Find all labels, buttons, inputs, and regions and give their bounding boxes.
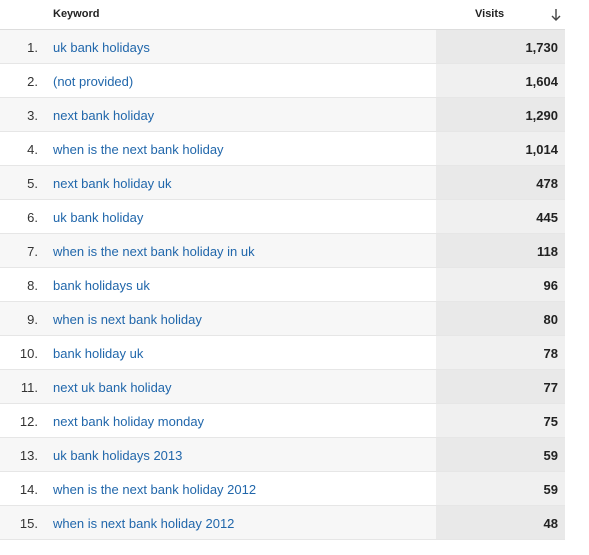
row-index: 9. xyxy=(27,312,38,327)
row-index: 2. xyxy=(27,74,38,89)
visits-cell xyxy=(436,98,565,131)
keyword-link[interactable]: (not provided) xyxy=(53,74,134,89)
row-index: 7. xyxy=(27,244,38,259)
table-row: 1. uk bank holidays 1,730 xyxy=(0,30,565,64)
table-row: 3. next bank holiday 1,290 xyxy=(0,98,565,132)
keyword-link[interactable]: uk bank holidays xyxy=(53,40,150,55)
visits-cell xyxy=(436,438,565,471)
table-row: 14. when is the next bank holiday 2012 59 xyxy=(0,472,565,506)
row-index: 4. xyxy=(27,142,38,157)
keyword-link[interactable]: uk bank holiday xyxy=(53,210,144,225)
visits-value: 96 xyxy=(543,278,558,293)
row-index: 12. xyxy=(19,414,38,429)
visits-value: 118 xyxy=(537,244,558,259)
visits-value: 77 xyxy=(543,380,558,395)
table-row: 4. when is the next bank holiday 1,014 xyxy=(0,132,565,166)
keyword-link[interactable]: when is next bank holiday 2012 xyxy=(53,516,235,531)
keyword-link[interactable]: bank holiday uk xyxy=(53,346,144,361)
keyword-link[interactable]: uk bank holidays 2013 xyxy=(53,448,183,463)
table-row: 9. when is next bank holiday 80 xyxy=(0,302,565,336)
table-row: 5. next bank holiday uk 478 xyxy=(0,166,565,200)
visits-cell xyxy=(436,234,565,267)
visits-value: 59 xyxy=(543,482,558,497)
row-index: 6. xyxy=(27,210,38,225)
table-row: 15. when is next bank holiday 2012 48 xyxy=(0,506,565,540)
row-index: 3. xyxy=(27,108,38,123)
visits-value: 1,290 xyxy=(525,108,558,123)
keyword-link[interactable]: when is the next bank holiday xyxy=(53,142,224,157)
visits-value: 75 xyxy=(543,414,558,429)
visits-cell xyxy=(436,472,565,505)
table-row: 11. next uk bank holiday 77 xyxy=(0,370,565,404)
table-row: 8. bank holidays uk 96 xyxy=(0,268,565,302)
table-row: 12. next bank holiday monday 75 xyxy=(0,404,565,438)
visits-cell xyxy=(436,336,565,369)
visits-header[interactable]: Visits xyxy=(475,8,505,20)
visits-value: 445 xyxy=(536,210,558,225)
table-header: Keyword Visits xyxy=(0,0,565,30)
table-row: 10. bank holiday uk 78 xyxy=(0,336,565,370)
table-row: 6. uk bank holiday 445 xyxy=(0,200,565,234)
row-index: 14. xyxy=(19,482,38,497)
sort-arrow[interactable] xyxy=(550,8,562,22)
visits-value: 1,730 xyxy=(525,40,558,55)
keyword-link[interactable]: next bank holiday monday xyxy=(53,414,205,429)
visits-cell xyxy=(436,30,565,63)
keyword-link[interactable]: next uk bank holiday xyxy=(53,380,172,395)
visits-cell xyxy=(436,404,565,437)
visits-value: 78 xyxy=(543,346,558,361)
keyword-link[interactable]: next bank holiday xyxy=(53,108,155,123)
visits-cell xyxy=(436,268,565,301)
row-index: 11. xyxy=(20,380,38,395)
table-row: 2. (not provided) 1,604 xyxy=(0,64,565,98)
visits-cell xyxy=(436,64,565,97)
row-index: 10. xyxy=(19,346,38,361)
keyword-link[interactable]: when is next bank holiday xyxy=(53,312,202,327)
visits-value: 48 xyxy=(543,516,558,531)
visits-value: 1,014 xyxy=(525,142,558,157)
keyword-header[interactable]: Keyword xyxy=(53,8,100,20)
visits-cell xyxy=(436,302,565,335)
visits-value: 59 xyxy=(543,448,558,463)
keyword-link[interactable]: bank holidays uk xyxy=(53,278,150,293)
keyword-link[interactable]: when is the next bank holiday 2012 xyxy=(53,482,257,497)
visits-cell xyxy=(436,166,565,199)
visits-cell xyxy=(436,506,565,539)
visits-value: 80 xyxy=(543,312,558,327)
row-index: 1. xyxy=(27,40,38,55)
table-row: 13. uk bank holidays 2013 59 xyxy=(0,438,565,472)
row-index: 8. xyxy=(27,278,38,293)
visits-value: 1,604 xyxy=(525,74,558,89)
keyword-link[interactable]: next bank holiday uk xyxy=(53,176,172,191)
visits-cell xyxy=(436,370,565,403)
row-index: 5. xyxy=(27,176,38,191)
keyword-link[interactable]: when is the next bank holiday in uk xyxy=(53,244,255,259)
table-row: 7. when is the next bank holiday in uk 118 xyxy=(0,234,565,268)
row-index: 13. xyxy=(19,448,38,463)
visits-cell xyxy=(436,200,565,233)
row-index: 15. xyxy=(19,516,38,531)
visits-cell xyxy=(436,132,565,165)
visits-value: 478 xyxy=(536,176,558,191)
